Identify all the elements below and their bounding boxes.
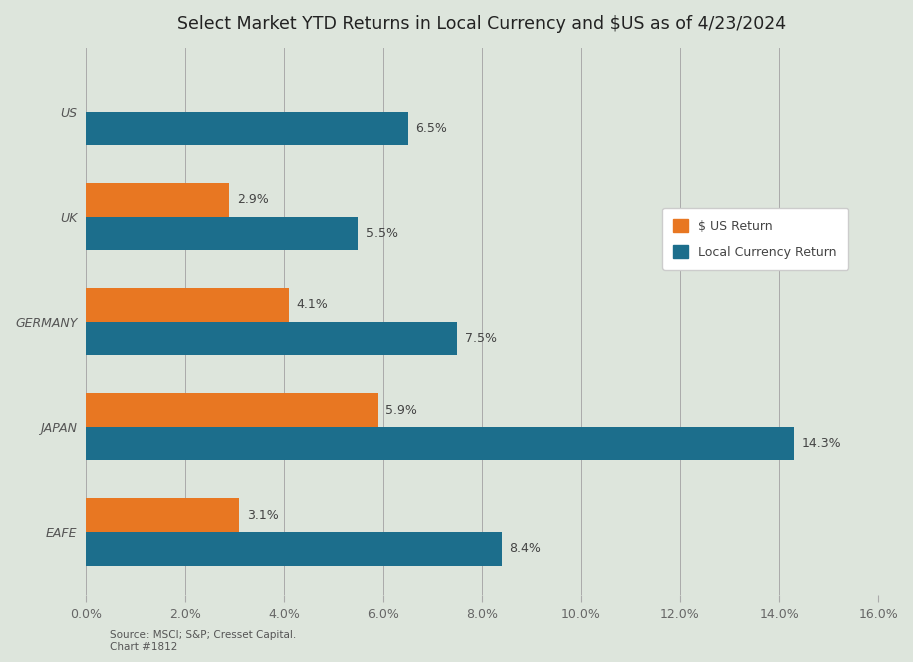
- Text: 3.1%: 3.1%: [247, 508, 278, 522]
- Bar: [86, 183, 229, 216]
- Text: 5.5%: 5.5%: [365, 227, 397, 240]
- Bar: [86, 111, 407, 145]
- Bar: [86, 393, 378, 427]
- Text: 4.1%: 4.1%: [296, 299, 328, 311]
- Bar: [86, 427, 794, 461]
- Text: 6.5%: 6.5%: [415, 122, 447, 135]
- Text: 2.9%: 2.9%: [236, 193, 268, 207]
- Bar: [86, 498, 239, 532]
- Title: Select Market YTD Returns in Local Currency and $US as of 4/23/2024: Select Market YTD Returns in Local Curre…: [177, 15, 786, 33]
- Bar: [86, 532, 502, 565]
- Bar: [86, 288, 289, 322]
- Bar: [86, 322, 457, 355]
- Text: 5.9%: 5.9%: [385, 404, 417, 416]
- Text: 8.4%: 8.4%: [509, 542, 541, 555]
- Text: Source: MSCI; S&P; Cresset Capital.
Chart #1812: Source: MSCI; S&P; Cresset Capital. Char…: [110, 630, 296, 652]
- Legend: $ US Return, Local Currency Return: $ US Return, Local Currency Return: [662, 208, 848, 270]
- Bar: [86, 216, 358, 250]
- Text: 14.3%: 14.3%: [802, 437, 841, 450]
- Text: 7.5%: 7.5%: [465, 332, 497, 345]
